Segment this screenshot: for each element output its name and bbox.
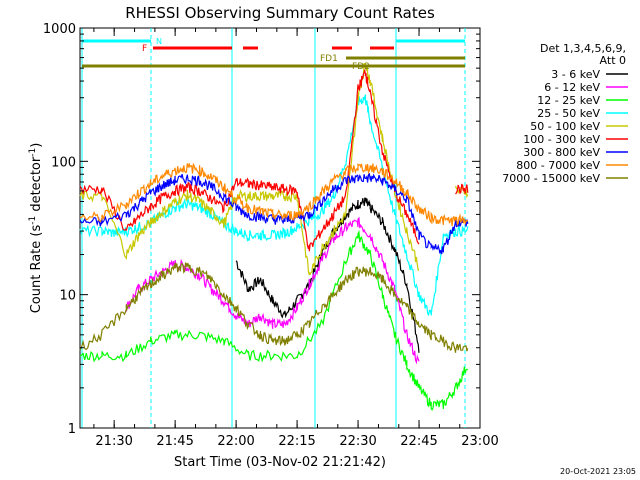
legend-entry-label: 3 - 6 keV <box>551 68 600 81</box>
x-tick-label: 22:15 <box>278 434 315 449</box>
legend-entry-label: 50 - 100 keV <box>530 120 600 133</box>
y-tick-label: 10 <box>59 289 76 304</box>
legend-entry-label: 12 - 25 keV <box>537 94 600 107</box>
legend-header: Att 0 <box>600 54 626 67</box>
legend-entry-label: 25 - 50 keV <box>537 107 600 120</box>
y-axis-label: Count Rate (s-1 detector-1) <box>28 143 44 314</box>
series-line-5 <box>79 68 469 252</box>
series-line-1 <box>125 216 420 365</box>
x-tick-label: 22:00 <box>217 434 254 449</box>
chart-title: RHESSI Observing Summary Count Rates <box>125 4 435 22</box>
night-flag-label: N <box>156 37 162 46</box>
legend-entry-label: 100 - 300 keV <box>523 133 600 146</box>
x-tick-label: 22:45 <box>400 434 437 449</box>
series-line-7 <box>79 162 469 227</box>
series-line-8 <box>79 262 469 353</box>
legend-entry-label: 300 - 800 keV <box>523 146 600 159</box>
y-tick-label: 1 <box>68 422 76 437</box>
x-tick-label: 21:30 <box>95 434 132 449</box>
series-line-2 <box>79 230 469 411</box>
x-tick-label: 21:45 <box>156 434 193 449</box>
flare-flag-label: F <box>142 44 147 54</box>
x-tick-label: 22:30 <box>339 434 376 449</box>
series-line-6 <box>79 172 469 255</box>
legend-entry-label: 6 - 12 keV <box>544 81 600 94</box>
legend-entry-label: 7000 - 15000 keV <box>502 172 600 185</box>
legend-header: Det 1,3,4,5,6,9, <box>540 42 626 55</box>
y-tick-label: 1000 <box>43 22 76 37</box>
x-tick-label: 23:00 <box>461 434 498 449</box>
fd1-flag-label: FD1 <box>320 54 338 64</box>
generated-timestamp: 20-Oct-2021 23:05 <box>560 467 636 476</box>
y-tick-label: 100 <box>51 155 76 170</box>
x-axis-label: Start Time (03-Nov-02 21:21:42) <box>174 455 386 470</box>
fd2-flag-label: FD2 <box>352 62 370 72</box>
plot-frame <box>79 27 481 429</box>
legend-entry-label: 800 - 7000 keV <box>516 159 600 172</box>
